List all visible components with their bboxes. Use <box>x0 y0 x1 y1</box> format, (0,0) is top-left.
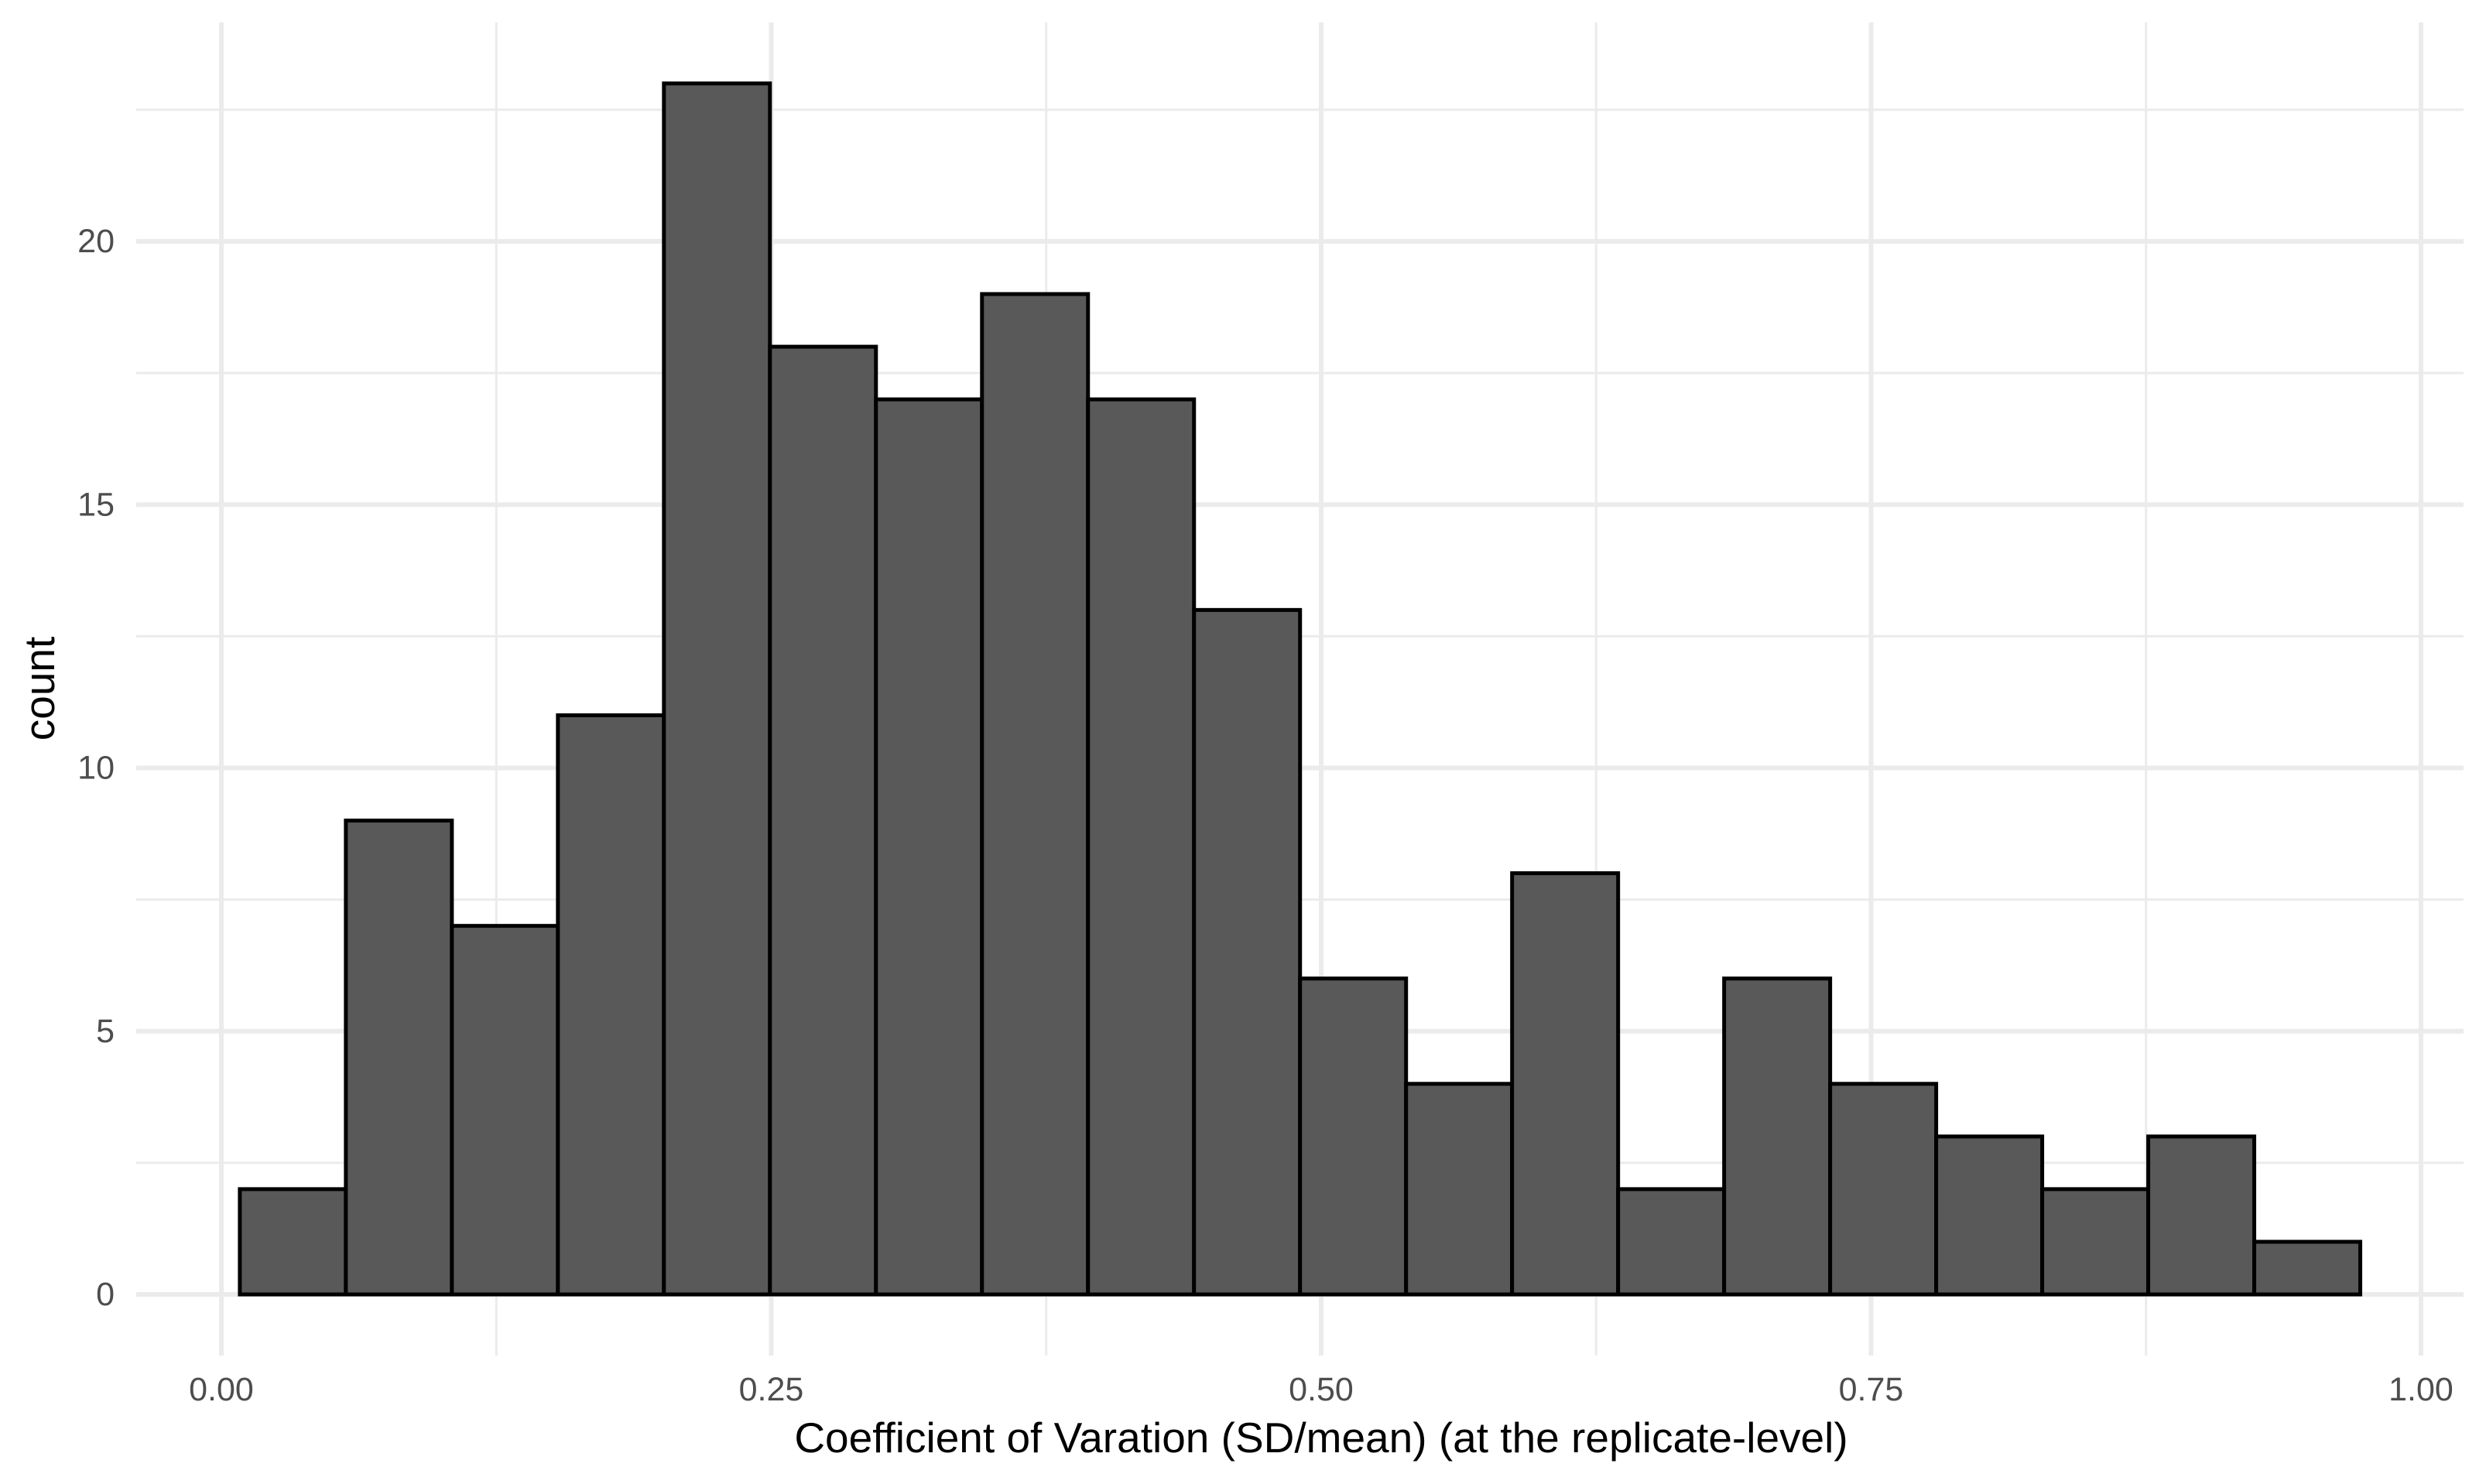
histogram-bar <box>768 344 878 1297</box>
histogram-bar <box>1086 397 1197 1297</box>
x-tick-label: 0.75 <box>1839 1371 1904 1408</box>
y-tick-label: 0 <box>96 1276 115 1313</box>
histogram-bar <box>1298 976 1409 1297</box>
histogram-bar <box>1192 607 1303 1297</box>
y-axis-tick-labels: 0 5 10 15 20 <box>77 223 115 1313</box>
histogram-bar <box>2252 1240 2363 1297</box>
x-tick-label: 0.00 <box>189 1371 254 1408</box>
x-axis-tick-labels: 0.00 0.25 0.50 0.75 1.00 <box>189 1371 2453 1408</box>
histogram-bar <box>1722 976 1833 1297</box>
histogram-bar <box>1510 871 1621 1297</box>
histogram-bar <box>662 81 772 1297</box>
y-tick-label: 20 <box>77 223 115 260</box>
x-axis-title: Coefficient of Varation (SD/mean) (at th… <box>794 1414 1847 1462</box>
histogram-bar <box>344 819 454 1297</box>
histogram-bar <box>874 397 984 1297</box>
histogram-bar <box>1828 1082 1939 1297</box>
histogram-bar <box>2040 1187 2151 1297</box>
histogram-bar <box>1934 1134 2045 1297</box>
histogram-bar <box>238 1187 348 1297</box>
histogram-bar <box>1404 1082 1515 1297</box>
histogram-bars <box>238 81 2363 1297</box>
histogram-bar <box>2146 1134 2257 1297</box>
y-tick-label: 10 <box>77 750 115 787</box>
y-axis-title: count <box>15 637 63 741</box>
histogram-bar <box>980 292 1091 1297</box>
x-tick-label: 1.00 <box>2388 1371 2453 1408</box>
x-tick-label: 0.50 <box>1289 1371 1354 1408</box>
y-tick-label: 15 <box>77 486 115 523</box>
histogram-bar <box>450 924 560 1297</box>
histogram-bar <box>1616 1187 1727 1297</box>
histogram-bar <box>556 713 666 1297</box>
y-tick-label: 5 <box>96 1013 115 1050</box>
x-tick-label: 0.25 <box>739 1371 804 1408</box>
